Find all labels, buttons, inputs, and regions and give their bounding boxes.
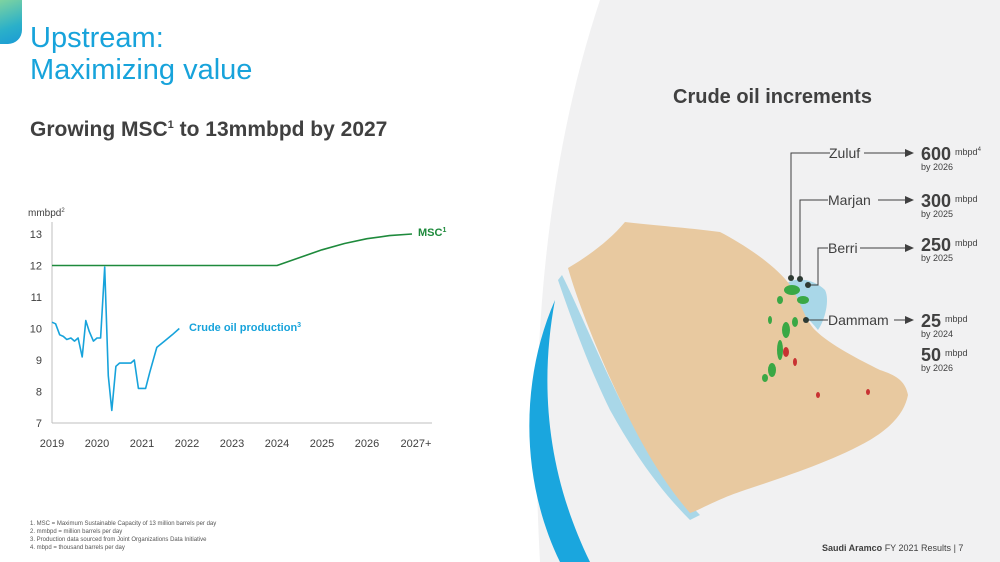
increment-dammam-2026: 50 mbpd by 2026: [921, 345, 968, 373]
msc-series-label: MSC1: [418, 227, 446, 239]
map-title: Crude oil increments: [673, 86, 872, 108]
msc-line-chart: 7 8 9 10 11 12 13 2019 2020 2021 2022 2023 2024 2025 2…: [28, 208, 446, 450]
y-tick-label: 8: [36, 387, 42, 399]
x-tick-label: 2024: [265, 438, 289, 450]
footer: Saudi Aramco FY 2021 Results | 7: [822, 543, 964, 553]
y-tick-label: 7: [36, 418, 42, 430]
footnote: 2. mmbpd = million barrels per day: [30, 529, 123, 535]
increment-berri: 250 mbpd by 2025: [921, 235, 978, 263]
y-tick-label: 10: [30, 324, 42, 336]
x-tick-label: 2020: [85, 438, 109, 450]
field-label-dammam: Dammam: [828, 312, 889, 328]
x-tick-label: 2026: [355, 438, 379, 450]
x-tick-label: 2021: [130, 438, 154, 450]
x-tick-label: 2019: [40, 438, 64, 450]
y-axis-label: mmbpd2: [28, 208, 65, 219]
y-tick-label: 9: [36, 355, 42, 367]
msc-series-line: [52, 233, 413, 267]
field-label-zuluf: Zuluf: [829, 145, 861, 161]
footnotes: 1. MSC = Maximum Sustainable Capacity of…: [30, 520, 216, 552]
x-tick-label: 2027+: [401, 438, 432, 450]
crude-production-series-label: Crude oil production3: [189, 322, 301, 334]
corner-accent: [0, 0, 22, 44]
crude-production-series-line: [51, 266, 180, 412]
x-tick-label: 2025: [310, 438, 334, 450]
footnote: 3. Production data sourced from Joint Or…: [30, 537, 207, 543]
y-tick-label: 11: [31, 292, 42, 304]
field-label-berri: Berri: [828, 240, 858, 256]
field-label-marjan: Marjan: [828, 192, 871, 208]
increment-dammam: 25 mbpd by 2024: [921, 311, 968, 339]
chart-headline: Growing MSC1 to 13mmbpd by 2027: [30, 118, 388, 141]
increment-marjan: 300 mbpd by 2025: [921, 191, 978, 219]
increment-zuluf: 600 mbpd4 by 2026: [921, 144, 981, 172]
y-tick-label: 12: [30, 261, 42, 273]
x-tick-label: 2023: [220, 438, 244, 450]
x-tick-label: 2022: [175, 438, 199, 450]
footnote: 1. MSC = Maximum Sustainable Capacity of…: [30, 521, 217, 527]
page-title: Upstream: Maximizing value: [30, 22, 253, 86]
y-tick-label: 13: [30, 229, 42, 241]
footnote: 4. mbpd = thousand barrels per day: [30, 545, 125, 551]
